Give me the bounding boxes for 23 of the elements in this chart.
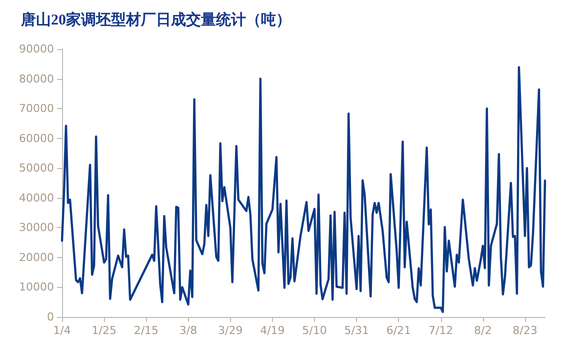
y-tick-label: 40000 [19, 191, 54, 204]
x-tick-label: 8/2 [474, 324, 492, 337]
x-tick-label: 5/31 [344, 324, 369, 337]
x-tick-label: 1/4 [53, 324, 71, 337]
x-tick-label: 3/29 [218, 324, 243, 337]
y-tick-label: 0 [47, 310, 54, 324]
y-tick-label: 90000 [19, 42, 54, 56]
y-tick-label: 80000 [19, 72, 54, 86]
y-tick-label: 10000 [19, 280, 54, 294]
y-tick-label: 50000 [19, 162, 54, 175]
x-tick-label: 7/12 [428, 324, 454, 337]
x-tick-label: 4/19 [260, 324, 285, 337]
y-tick-label: 60000 [19, 132, 54, 145]
y-tick-label: 20000 [19, 250, 54, 264]
x-tick-label: 6/21 [386, 324, 412, 337]
y-tick-label: 70000 [19, 102, 54, 116]
x-tick-label: 2/15 [134, 324, 159, 337]
x-tick-label: 3/8 [179, 324, 198, 337]
x-tick-label: 1/25 [92, 324, 116, 337]
y-tick-label: 30000 [19, 221, 54, 234]
x-tick-label: 5/10 [302, 324, 327, 337]
x-tick-label: 8/23 [512, 324, 538, 337]
chart-title: 唐山20家调坯型材厂日成交量统计（吨） [20, 10, 291, 28]
